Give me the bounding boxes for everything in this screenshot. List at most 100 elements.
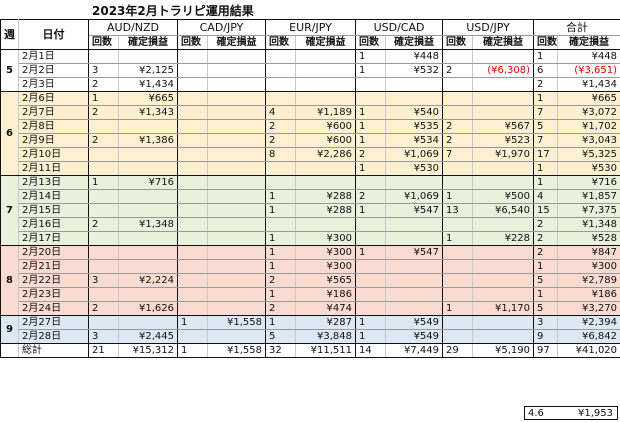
header-row-subcolumns: 回数 確定損益 回数 確定損益 回数 確定損益 回数 確定損益 回数 確定損益 回数 確定損益 (1, 35, 620, 50)
count-cell (442, 329, 474, 344)
count-cell (442, 91, 474, 106)
count-cell: 1 (355, 245, 386, 260)
count-cell: 1 (533, 161, 559, 176)
total-label: 総計 (18, 343, 89, 358)
count-cell: 1 (355, 63, 386, 78)
date-cell: 2月9日 (18, 133, 89, 148)
pnl-cell: ¥3,848 (295, 329, 356, 344)
pnl-cell: ¥2,394 (557, 315, 620, 330)
count-cell (177, 147, 208, 162)
count-cell: 2 (88, 301, 119, 316)
count-cell (88, 315, 119, 330)
pnl-cell (472, 77, 535, 92)
count-cell (265, 217, 296, 232)
table-row: 2月7日 2 ¥1,343 4 ¥1,189 1 ¥540 7 ¥3,072 (1, 105, 620, 120)
pnl-cell: ¥448 (557, 49, 620, 64)
count-cell: 1 (177, 315, 208, 330)
pnl-cell (472, 259, 535, 274)
count-cell (88, 259, 119, 274)
table-row: 9 2月27日 1 ¥1,558 1 ¥287 1 ¥549 3 ¥2,394 (0, 315, 620, 344)
pair-header-total: 合計 (533, 19, 620, 36)
table-row: 2月24日 2 ¥1,626 2 ¥474 1 ¥1,170 5 ¥3,270 (1, 301, 620, 316)
pnl-cell: ¥6,842 (557, 329, 620, 344)
count-cell: 1 (265, 287, 296, 302)
count-cell (88, 49, 119, 64)
pnl-cell (207, 49, 266, 64)
pnl-cell (118, 161, 178, 176)
count-cell (355, 259, 386, 274)
pnl-cell (118, 259, 178, 274)
pnl-cell: ¥523 (472, 133, 535, 148)
count-cell: 17 (533, 147, 559, 162)
average-count: 4.6 (524, 406, 546, 420)
total-count-cell: 1 (177, 343, 208, 358)
count-cell (177, 77, 208, 92)
count-cell: 1 (355, 105, 386, 120)
count-cell (177, 119, 208, 134)
count-cell: 1 (355, 119, 386, 134)
pnl-cell (207, 301, 266, 316)
count-subheader: 回数 (442, 35, 474, 50)
table-row: 2月23日 1 ¥186 1 ¥186 (1, 287, 620, 302)
count-cell (355, 91, 386, 106)
pnl-cell (472, 105, 535, 120)
count-cell (265, 77, 296, 92)
count-cell (177, 161, 208, 176)
pnl-cell (384, 273, 444, 288)
pnl-cell: ¥228 (472, 231, 535, 246)
pnl-cell: ¥1,558 (207, 315, 266, 330)
count-cell: 3 (533, 315, 559, 330)
count-cell (177, 105, 208, 120)
count-cell: 1 (355, 329, 386, 344)
total-count-cell: 32 (265, 343, 296, 358)
total-pnl-cell: ¥5,190 (472, 343, 535, 358)
pnl-cell: ¥1,348 (557, 217, 620, 232)
pnl-subheader: 確定損益 (295, 35, 356, 50)
count-cell: 7 (442, 147, 474, 162)
count-cell (88, 119, 119, 134)
pnl-cell: ¥6,540 (472, 203, 535, 218)
table-row: 2月15日 1 ¥288 1 ¥547 13 ¥6,540 15 ¥7,375 (1, 203, 620, 218)
pnl-cell (384, 259, 444, 274)
week-number: 8 (0, 245, 19, 316)
pnl-cell (118, 203, 178, 218)
pnl-cell (118, 315, 178, 330)
pnl-cell (207, 245, 266, 260)
date-header: 日付 (18, 19, 89, 50)
count-cell (442, 175, 474, 190)
pnl-cell: ¥1,857 (557, 189, 620, 204)
pnl-cell: ¥532 (384, 63, 444, 78)
pnl-cell: ¥549 (384, 315, 444, 330)
pnl-subheader: 確定損益 (472, 35, 535, 50)
pair-header-cadjpy: CAD/JPY (177, 19, 266, 36)
pnl-cell (384, 287, 444, 302)
date-cell: 2月28日 (18, 329, 89, 344)
date-cell: 2月27日 (18, 315, 89, 330)
count-cell (265, 91, 296, 106)
count-cell: 2 (88, 77, 119, 92)
count-cell (265, 175, 296, 190)
count-cell (265, 161, 296, 176)
pnl-cell: ¥186 (295, 287, 356, 302)
count-cell: 1 (533, 91, 559, 106)
count-cell: 1 (265, 189, 296, 204)
total-count-cell: 14 (355, 343, 386, 358)
pnl-cell (207, 105, 266, 120)
count-cell: 3 (88, 329, 119, 344)
count-cell: 1 (442, 301, 474, 316)
pnl-cell: ¥1,434 (118, 77, 178, 92)
count-cell (355, 273, 386, 288)
date-cell: 2月7日 (18, 105, 89, 120)
count-cell: 9 (533, 329, 559, 344)
date-cell: 2月14日 (18, 189, 89, 204)
week-number: 5 (0, 49, 19, 92)
count-cell (442, 245, 474, 260)
count-subheader: 回数 (88, 35, 119, 50)
pnl-cell (207, 231, 266, 246)
total-pnl-cell: ¥1,558 (207, 343, 266, 358)
pnl-cell: ¥540 (384, 105, 444, 120)
count-cell: 1 (355, 161, 386, 176)
pnl-cell: ¥600 (295, 133, 356, 148)
pnl-cell (118, 189, 178, 204)
count-cell: 2 (265, 301, 296, 316)
